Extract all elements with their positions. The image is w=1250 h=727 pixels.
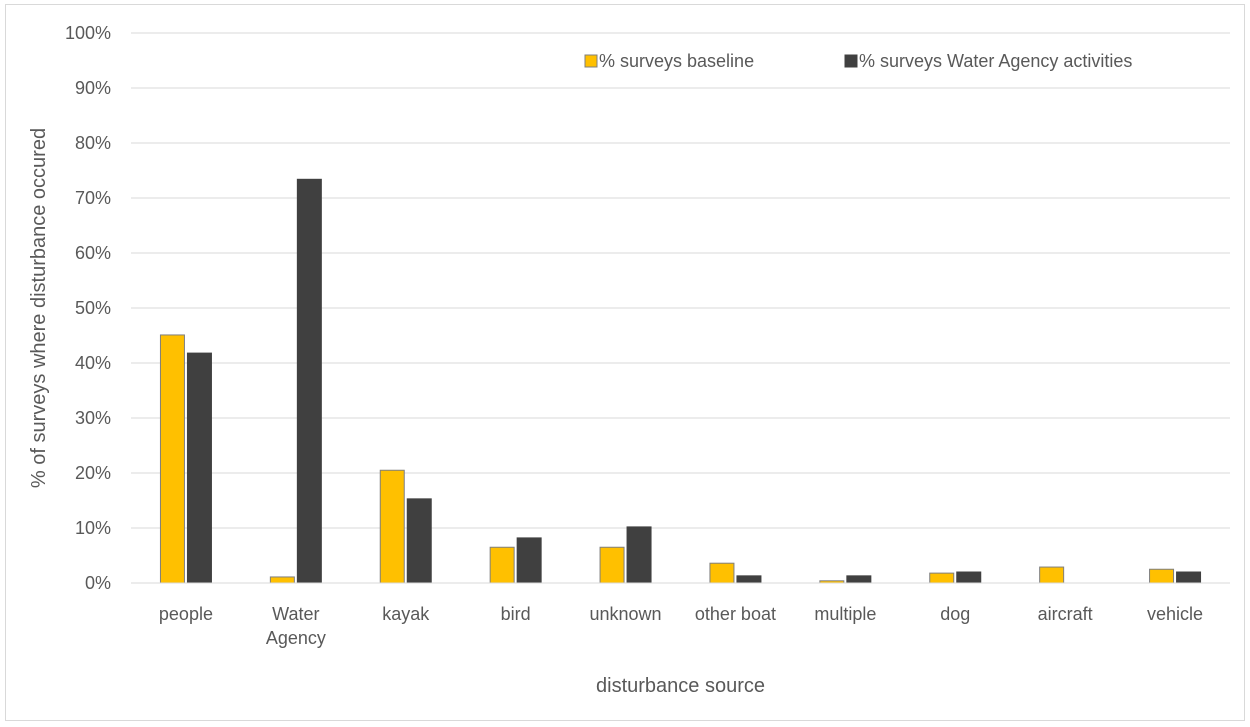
bar <box>379 469 405 584</box>
x-tick-label: bird <box>501 604 531 624</box>
x-axis-ticks: people Water Agency kayak bird unknown other b… <box>159 604 1203 648</box>
y-axis-ticks: 0% 10% 20% 30% 40% 50% 60% 70% 80% 90% 100% <box>65 23 111 593</box>
bar <box>846 575 872 584</box>
bar <box>736 575 762 584</box>
bar <box>956 571 982 584</box>
x-tick-label: aircraft <box>1038 604 1093 624</box>
y-axis-title: % of surveys where disturbance occured <box>28 128 50 488</box>
y-tick-label: 60% <box>75 243 111 263</box>
y-tick-label: 40% <box>75 353 111 373</box>
y-tick-label: 30% <box>75 408 111 428</box>
y-tick-label: 10% <box>75 518 111 538</box>
x-tick-label: vehicle <box>1147 604 1203 624</box>
bar <box>1176 571 1202 584</box>
y-tick-label: 80% <box>75 133 111 153</box>
x-tick-label: people <box>159 604 213 624</box>
legend: % surveys baseline % surveys Water Agency… <box>584 51 1132 71</box>
x-tick-label: kayak <box>382 604 430 624</box>
x-tick-label: multiple <box>814 604 876 624</box>
x-tick-label: Water Agency <box>266 604 326 648</box>
bar <box>186 352 212 584</box>
bar <box>406 498 432 584</box>
bar <box>269 576 295 584</box>
bar <box>1039 566 1065 584</box>
x-tick-label: dog <box>940 604 970 624</box>
y-tick-label: 90% <box>75 78 111 98</box>
y-tick-label: 20% <box>75 463 111 483</box>
bar <box>296 178 322 584</box>
y-tick-label: 50% <box>75 298 111 318</box>
legend-label: % surveys baseline <box>599 51 754 71</box>
gridlines <box>131 32 1230 529</box>
y-tick-label: 100% <box>65 23 111 43</box>
legend-label: % surveys Water Agency activities <box>859 51 1132 71</box>
bar <box>1149 568 1175 584</box>
bars <box>159 178 1202 584</box>
bar <box>599 546 625 584</box>
x-tick-label: unknown <box>590 604 662 624</box>
y-tick-label: 70% <box>75 188 111 208</box>
legend-swatch <box>584 54 598 68</box>
y-tick-label: 0% <box>85 573 111 593</box>
bar <box>709 562 735 584</box>
x-axis-title: disturbance source <box>596 675 765 697</box>
bar <box>159 334 185 584</box>
bar <box>489 546 515 584</box>
bar <box>626 526 652 584</box>
legend-swatch <box>844 54 858 68</box>
bar <box>929 572 955 584</box>
x-tick-label: other boat <box>695 604 776 624</box>
bar <box>516 537 542 584</box>
